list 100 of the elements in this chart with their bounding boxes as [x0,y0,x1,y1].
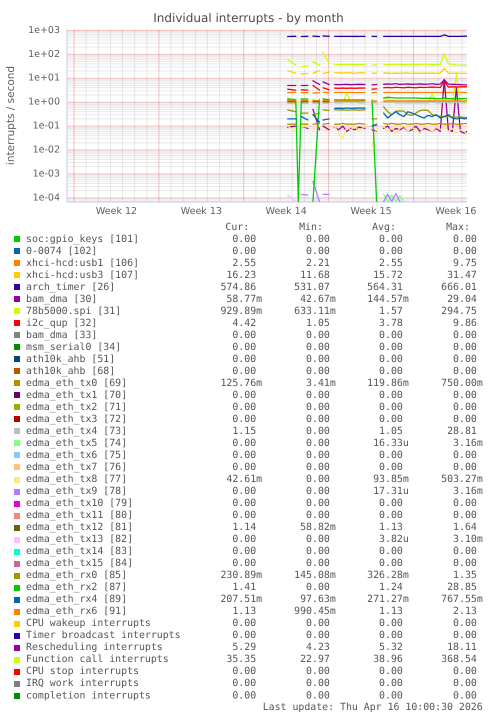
text: 29.04 [447,294,477,305]
text: 3.10m [453,534,483,546]
text: 0.00 [453,402,477,414]
text: 0.00 [306,426,330,438]
y-tick-label: 1e+01 [28,72,60,84]
legend-label: 78b5000.spi [31] [26,306,122,317]
y-tick-label: 1e+03 [28,24,60,36]
x-tick-label: Week 14 [266,206,307,218]
text: 42.67m [300,294,336,305]
text: Avg: [372,222,396,233]
text: 0.00 [306,534,330,546]
text: 0.00 [379,390,403,401]
text: 3.78 [379,318,403,329]
legend-label: edma_eth_rx0 [85] [26,570,128,582]
text: 0.00 [306,630,330,642]
legend-label: ath10k_ahb [68] [26,366,116,377]
text: 0.00 [232,330,256,341]
text: 750.00m [441,378,483,389]
legend-label: edma_eth_tx14 [83] [26,546,134,558]
text: 0.00 [306,402,330,414]
text: 0.00 [232,354,256,365]
text: 0.00 [306,450,330,462]
text: 0.00 [453,462,477,474]
text: 125.76m [220,378,262,389]
text: 0.00 [453,618,477,630]
text: 230.89m [220,570,262,582]
text: 0.00 [306,414,330,426]
text: 0.00 [379,462,403,474]
text: 0.00 [453,414,477,426]
text: 0.00 [453,354,477,365]
text: 11.68 [300,270,330,281]
text: 1.24 [379,582,403,594]
legend-label: edma_eth_tx0 [69] [26,378,128,389]
text: 0.00 [306,558,330,570]
text: 3.82u [379,534,409,546]
text: 0.00 [232,618,256,630]
text: Max: [446,222,470,233]
legend-label: xhci-hcd:usb3 [107] [26,270,139,281]
text: 16.23 [226,270,256,281]
text: 0.00 [306,342,330,353]
legend-label: Timer broadcast interrupts [26,630,181,642]
text: 0.00 [306,582,330,594]
text: 0.00 [453,390,477,401]
text: 929.89m [220,306,262,317]
text: 16.33u [373,438,409,450]
text: 1.35 [453,570,477,582]
text: 0.00 [306,486,330,498]
text: 1.64 [453,522,477,534]
legend-label: ath10k_ahb [51] [26,354,116,365]
text: 4.42 [232,318,256,329]
text: 4.23 [306,642,330,654]
text: 18.11 [447,642,477,654]
text: 990.45m [294,606,336,618]
legend-label: CPU wakeup interrupts [26,618,151,630]
text: 564.31 [367,282,403,293]
text: 3.16m [453,486,483,498]
text: 0.00 [232,342,256,353]
text: 0.00 [379,498,403,510]
y-tick-label: 1e+00 [28,96,60,108]
legend-label: edma_eth_tx4 [73] [26,426,128,438]
text: 1.13 [232,606,256,618]
text: 0.00 [453,546,477,558]
text: 15.72 [373,270,403,281]
text: 0.00 [379,510,403,522]
text: 0.00 [453,678,477,690]
text: 17.31u [373,486,409,498]
text: 0.00 [379,354,403,365]
text: 31.47 [447,270,477,281]
text: 0.00 [306,462,330,474]
legend-label: edma_eth_tx10 [79] [26,498,134,510]
legend-label: IRQ work interrupts [26,678,139,690]
text: 0.00 [453,246,477,257]
legend-label: edma_eth_tx2 [71] [26,402,128,414]
legend-label: edma_eth_tx6 [75] [26,450,128,462]
legend-label: edma_eth_tx1 [70] [26,390,128,401]
legend-label: xhci-hcd:usb1 [106] [26,258,139,269]
text: 0.00 [232,498,256,510]
legend-label: edma_eth_tx15 [84] [26,558,134,570]
text: 1.14 [232,522,256,534]
text: 1.15 [232,426,256,438]
text: 0.00 [306,510,330,522]
legend-label: edma_eth_rx4 [89] [26,594,128,606]
text: 93.85m [373,474,409,486]
y-tick-label: 1e-02 [32,144,60,156]
text: 0.00 [232,462,256,474]
text: 0.00 [379,414,403,426]
text: 145.08m [294,570,336,582]
text: 5.29 [232,642,256,654]
text: 0.00 [232,630,256,642]
text: 9.75 [453,258,477,269]
text: 35.35 [226,654,256,666]
text: 1.05 [306,318,330,329]
text: 0.00 [306,618,330,630]
legend-label: edma_eth_tx9 [78] [26,486,128,498]
text: 0.00 [453,342,477,353]
text: 1.41 [232,582,256,594]
text: 0.00 [306,498,330,510]
text: 0.00 [306,438,330,450]
legend-label: msm_serial0 [34] [26,342,122,353]
text: 0.00 [453,510,477,522]
